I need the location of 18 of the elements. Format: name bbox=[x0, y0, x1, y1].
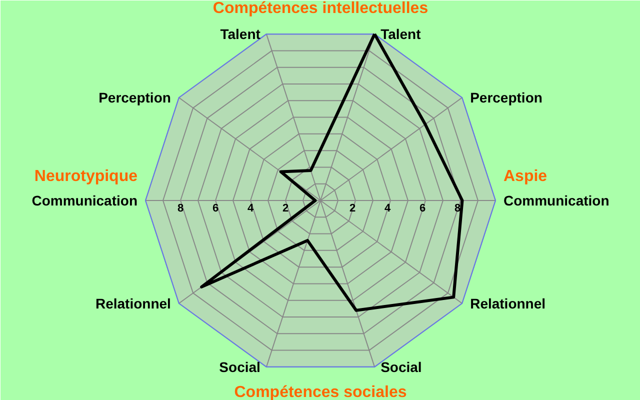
spoke-label: Communication bbox=[504, 192, 610, 208]
text: Neurotypique bbox=[34, 168, 138, 185]
spoke-label: Relationnel bbox=[95, 295, 171, 312]
text: Aspie bbox=[504, 168, 548, 185]
spoke-label: Talent bbox=[380, 26, 422, 42]
text: Compétences intellectuelles bbox=[212, 0, 428, 17]
spoke-label: Social bbox=[219, 358, 260, 375]
text: 4 bbox=[384, 202, 392, 214]
text: 2 bbox=[349, 202, 356, 214]
spoke-label: Social bbox=[380, 358, 422, 375]
spoke-label: Perception bbox=[470, 90, 542, 106]
text: 8 bbox=[454, 202, 461, 214]
text: Compétences sociales bbox=[234, 384, 407, 400]
spoke-label: Perception bbox=[98, 90, 171, 106]
spoke-label: Relationnel bbox=[470, 295, 546, 312]
text: 6 bbox=[419, 202, 426, 214]
spoke-label: Communication bbox=[32, 192, 138, 208]
spoke-label: Talent bbox=[220, 26, 261, 42]
